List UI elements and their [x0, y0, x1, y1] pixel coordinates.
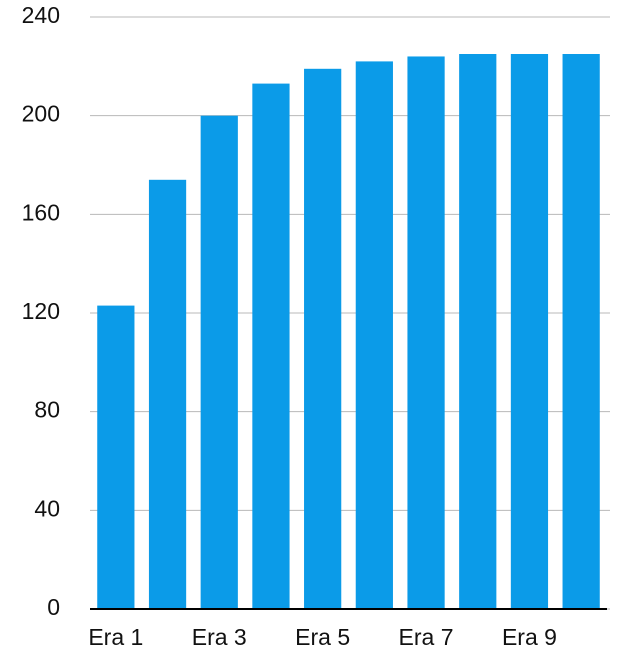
bar: [252, 83, 290, 610]
y-tick-label: 80: [34, 397, 60, 423]
bar: [148, 179, 187, 610]
bar: [407, 56, 445, 609]
x-tick-label: Era 1: [88, 624, 143, 650]
y-tick-label: 160: [22, 199, 60, 225]
y-tick-label: 40: [34, 495, 60, 521]
bar: [97, 305, 135, 609]
x-tick-label: Era 9: [502, 624, 557, 650]
y-tick-label: 0: [47, 594, 60, 620]
bar: [355, 61, 393, 609]
bar: [200, 115, 238, 610]
bar: [562, 54, 600, 609]
bar: [304, 68, 342, 610]
x-tick-label: Era 3: [192, 624, 247, 650]
y-tick-label: 240: [22, 2, 60, 28]
y-tick-label: 120: [22, 298, 60, 324]
x-tick-label: Era 5: [295, 624, 350, 650]
x-tick-label: Era 7: [399, 624, 454, 650]
bar: [459, 54, 497, 609]
y-tick-label: 200: [22, 101, 60, 127]
bar: [510, 54, 549, 609]
